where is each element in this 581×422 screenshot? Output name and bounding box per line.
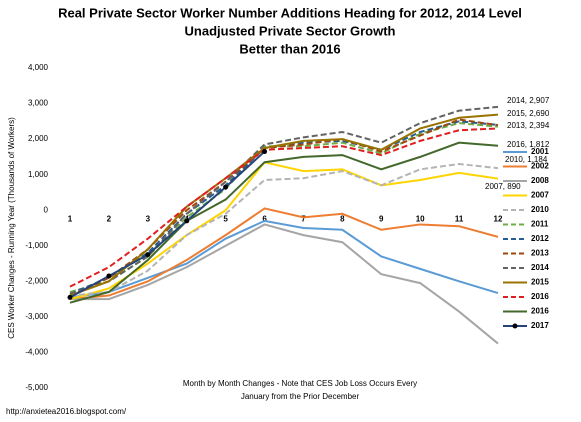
data-point [184,218,190,224]
chart-title: Real Private Sector Worker Number Additi… [58,5,522,20]
x-axis-label: Month by Month Changes - Note that CES J… [183,379,417,388]
series-line [69,127,499,288]
y-tick-label: -5,000 [25,383,48,392]
legend-label: 2013 [531,249,549,258]
legend-label: 2002 [531,162,549,171]
y-tick-label: -4,000 [25,348,48,357]
y-tick-label: 4,000 [28,63,49,72]
data-point [145,252,151,258]
legend-label: 2011 [531,220,549,229]
legend-label: 2016 [531,292,549,301]
series-line [69,150,266,299]
y-tick-label: -2,000 [25,276,48,285]
series-line [69,113,499,297]
y-axis-label: CES Worker Changes - Running Year (Thous… [7,117,16,339]
data-point [223,184,229,190]
x-tick-label: 9 [379,214,384,223]
annotation: 2015, 2,690 [507,109,550,118]
x-tick-label: 11 [455,214,464,223]
series-line [69,105,499,295]
annotation: 2016, 1,812 [507,140,550,149]
legend-label: 2010 [531,205,549,214]
legend-label: 2014 [531,263,549,272]
chart-title: Unadjusted Private Sector Growth [185,23,396,38]
y-tick-label: 3,000 [28,99,49,108]
legend-label: 2007 [531,191,549,200]
legend-label: 2001 [531,147,549,156]
series-line [69,141,499,304]
y-tick-label: -3,000 [25,312,48,321]
y-tick-label: 0 [44,205,49,214]
x-tick-label: 12 [494,214,503,223]
series-line [69,161,499,301]
x-tick-label: 8 [340,214,345,223]
series-line [69,219,499,299]
source: http://anxietea2016.blogspot.com/ [6,407,127,416]
x-tick-label: 1 [68,214,73,223]
y-tick-label: 2,000 [28,134,49,143]
annotation: 2013, 2,394 [507,121,550,130]
series-line [69,207,499,301]
annotation: 2010, 1,184 [505,155,548,164]
legend-label: 2016 [531,307,549,316]
data-point [262,149,268,155]
data-point [106,273,112,279]
x-tick-label: 6 [262,214,267,223]
annotation: 2014, 2,907 [507,96,550,105]
legend-label: 2017 [531,321,549,330]
series-line [70,223,499,345]
legend-label: 2015 [531,278,549,287]
annotation: 2007, 890 [485,182,521,191]
legend-marker [512,323,518,329]
x-tick-label: 7 [301,214,306,223]
x-tick-label: 3 [146,214,151,223]
legend-label: 2008 [531,176,549,185]
y-tick-label: -1,000 [25,241,48,250]
chart-title: Better than 2016 [239,41,340,56]
series-line [69,162,499,297]
legend-label: 2012 [531,234,549,243]
x-tick-label: 2 [107,214,112,223]
x-tick-label: 5 [223,214,228,223]
x-tick-label: 10 [416,214,425,223]
data-point [67,294,73,300]
x-axis-label: January from the Prior December [241,392,360,401]
y-tick-label: 1,000 [28,170,49,179]
